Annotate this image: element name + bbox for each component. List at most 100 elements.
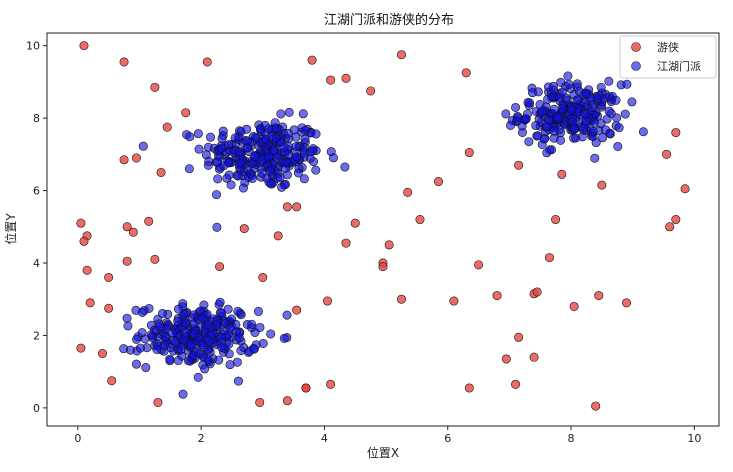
sect-point: [173, 316, 183, 326]
sect-point: [638, 127, 648, 137]
sect-point: [279, 142, 289, 152]
sect-point: [581, 89, 591, 99]
sect-point: [176, 345, 186, 355]
sect-point: [225, 323, 235, 333]
sect-point: [215, 297, 225, 307]
chart-title: 江湖门派和游侠的分布: [324, 12, 454, 28]
ranger-point: [215, 262, 225, 272]
ranger-point: [85, 298, 95, 308]
x-tick-label: 2: [198, 432, 205, 445]
sect-point: [292, 152, 302, 162]
sect-point: [340, 162, 350, 172]
ranger-point: [122, 256, 132, 266]
x-tick-label: 4: [321, 432, 328, 445]
ranger-point: [529, 352, 539, 362]
y-tick-label: 8: [33, 112, 40, 125]
sect-point: [311, 129, 321, 139]
sect-point: [604, 76, 614, 86]
sect-point: [224, 170, 234, 180]
sect-point: [255, 322, 265, 332]
sect-point: [138, 141, 148, 151]
sect-point: [211, 190, 221, 200]
sect-point: [506, 120, 516, 130]
sect-point: [261, 134, 271, 144]
sect-point: [531, 121, 541, 131]
sect-point: [224, 339, 234, 349]
sect-point: [275, 172, 285, 182]
sect-point: [620, 109, 630, 119]
sect-point: [265, 166, 275, 176]
sect-point: [298, 109, 308, 119]
sect-point: [223, 304, 233, 314]
sect-point: [598, 133, 608, 143]
sect-point: [206, 132, 216, 142]
legend-box: [619, 35, 717, 79]
ranger-point: [622, 298, 632, 308]
sect-point: [525, 98, 535, 108]
sect-point: [253, 306, 263, 316]
legend-marker-rangers: [631, 42, 641, 52]
sect-point: [250, 152, 260, 162]
y-tick-label: 10: [26, 40, 40, 53]
x-tick-label: 6: [444, 432, 451, 445]
sect-point: [135, 343, 145, 353]
sect-point: [596, 82, 606, 92]
sect-point: [627, 97, 637, 107]
sect-point: [137, 307, 147, 317]
ranger-point: [680, 184, 690, 194]
sect-point: [293, 168, 303, 178]
sect-point: [571, 133, 581, 143]
ranger-point: [162, 122, 172, 132]
sect-point: [548, 81, 558, 91]
ranger-point: [119, 155, 129, 165]
sect-point: [549, 126, 559, 136]
ranger-point: [461, 68, 471, 78]
sect-point: [580, 109, 590, 119]
ranger-point: [76, 218, 86, 228]
ranger-point: [79, 41, 89, 51]
sect-point: [235, 158, 245, 168]
sect-point: [511, 102, 521, 112]
sect-point: [217, 133, 227, 143]
sect-point: [570, 123, 580, 133]
sect-point: [203, 320, 213, 330]
sect-point: [224, 140, 234, 150]
sect-point: [224, 349, 234, 359]
sect-point: [613, 141, 623, 151]
ranger-point: [153, 397, 163, 407]
ranger-point: [104, 272, 114, 282]
sect-point: [203, 355, 213, 365]
ranger-point: [258, 272, 268, 282]
sect-point: [132, 334, 142, 344]
ranger-point: [662, 149, 672, 159]
sect-point: [564, 79, 574, 89]
sect-point: [289, 125, 299, 135]
sect-point: [299, 174, 309, 184]
ranger-point: [671, 215, 681, 225]
ranger-point: [403, 187, 413, 197]
sect-point: [264, 152, 274, 162]
sect-point: [271, 133, 281, 143]
sect-point: [235, 147, 245, 157]
sect-point: [291, 142, 301, 152]
ranger-point: [665, 222, 675, 232]
sect-point: [180, 318, 190, 328]
sect-point: [614, 123, 624, 133]
sect-point: [538, 106, 548, 116]
sect-point: [567, 105, 577, 115]
sect-point: [517, 121, 527, 131]
y-axis-label: 位置Y: [3, 213, 18, 245]
x-tick-label: 10: [687, 432, 701, 445]
y-axis: 0 2 4 6 8 10: [26, 40, 47, 415]
sect-point: [141, 363, 151, 373]
ranger-point: [156, 167, 166, 177]
x-axis-label: 位置X: [367, 445, 399, 460]
sect-point: [122, 313, 132, 323]
sect-point: [131, 359, 141, 369]
sect-point: [284, 107, 294, 117]
ranger-point: [597, 180, 607, 190]
sect-point: [269, 145, 279, 155]
sect-point: [193, 129, 203, 139]
sect-point: [152, 344, 162, 354]
sect-point: [600, 125, 610, 135]
